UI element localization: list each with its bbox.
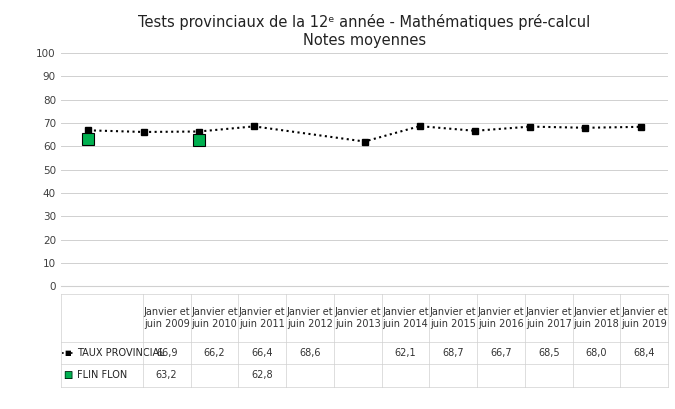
Text: Janvier et
juin 2017: Janvier et juin 2017 (526, 307, 572, 329)
Text: 68,7: 68,7 (443, 348, 464, 358)
Text: 63,2: 63,2 (156, 370, 178, 380)
Text: ■: ■ (65, 350, 72, 356)
Text: 66,4: 66,4 (252, 348, 273, 358)
Text: 68,0: 68,0 (586, 348, 608, 358)
Text: Janvier et
juin 2014: Janvier et juin 2014 (382, 307, 429, 329)
Text: Janvier et
juin 2019: Janvier et juin 2019 (621, 307, 668, 329)
Text: Janvier et
juin 2016: Janvier et juin 2016 (478, 307, 524, 329)
Text: 68,6: 68,6 (299, 348, 321, 358)
Text: 68,4: 68,4 (634, 348, 655, 358)
Text: Janvier et
juin 2011: Janvier et juin 2011 (239, 307, 286, 329)
Text: Janvier et
juin 2009: Janvier et juin 2009 (143, 307, 190, 329)
Text: FLIN FLON: FLIN FLON (77, 370, 127, 380)
Text: Janvier et
juin 2013: Janvier et juin 2013 (334, 307, 381, 329)
Title: Tests provinciaux de la 12ᵉ année - Mathématiques pré-calcul
Notes moyennes: Tests provinciaux de la 12ᵉ année - Math… (138, 14, 591, 48)
Text: ■: ■ (63, 370, 73, 380)
Text: 66,9: 66,9 (156, 348, 178, 358)
Text: Janvier et
juin 2010: Janvier et juin 2010 (191, 307, 238, 329)
Text: Janvier et
juin 2015: Janvier et juin 2015 (430, 307, 477, 329)
Text: □: □ (63, 370, 73, 380)
Text: 66,7: 66,7 (490, 348, 512, 358)
Text: 62,1: 62,1 (395, 348, 416, 358)
Text: Janvier et
juin 2012: Janvier et juin 2012 (287, 307, 333, 329)
Text: 62,8: 62,8 (251, 370, 273, 380)
Text: 68,5: 68,5 (538, 348, 560, 358)
Text: Janvier et
juin 2018: Janvier et juin 2018 (573, 307, 620, 329)
Text: TAUX PROVINCIAL: TAUX PROVINCIAL (77, 348, 165, 358)
Text: 66,2: 66,2 (204, 348, 225, 358)
